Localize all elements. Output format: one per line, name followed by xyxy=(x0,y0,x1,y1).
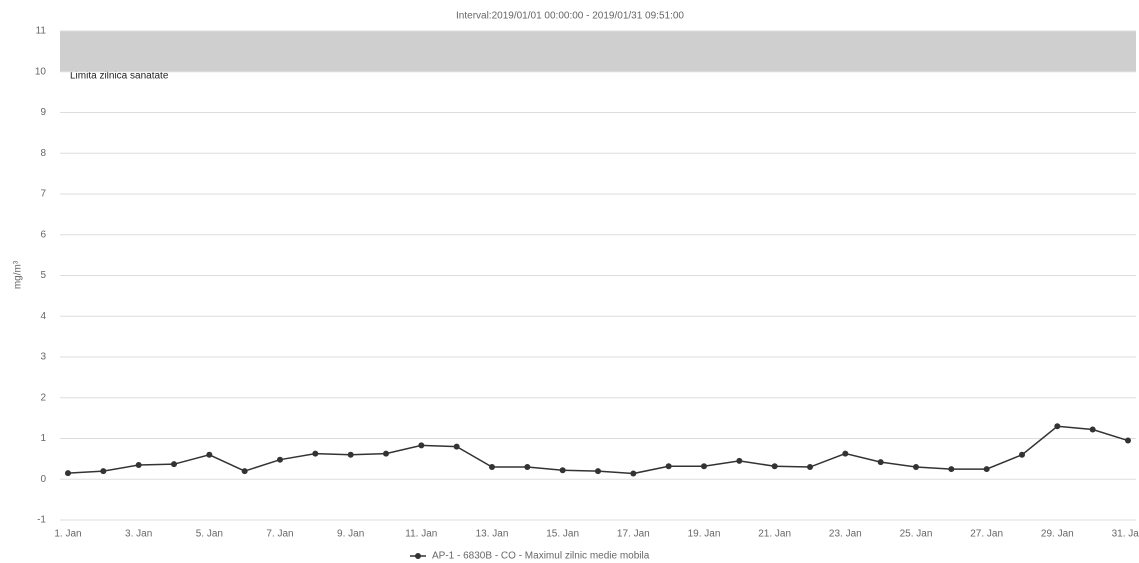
point xyxy=(65,470,71,477)
point xyxy=(524,464,531,471)
x-tick-label: 7. Jan xyxy=(266,529,293,540)
y-tick-label: -1 xyxy=(37,515,46,526)
x-tick-label: 29. Jan xyxy=(1041,529,1074,540)
point xyxy=(771,463,778,470)
point xyxy=(595,468,601,475)
y-tick-label: 4 xyxy=(40,311,46,322)
y-tick-label: 6 xyxy=(40,229,46,240)
x-tick-label: 19. Jan xyxy=(688,529,721,540)
point xyxy=(418,442,425,449)
legend-marker xyxy=(415,553,421,559)
point xyxy=(277,456,283,463)
point xyxy=(701,463,707,470)
point xyxy=(1125,437,1131,444)
point xyxy=(736,457,743,464)
chart-title: Interval:2019/01/01 00:00:00 - 2019/01/3… xyxy=(456,11,684,22)
point xyxy=(630,470,637,477)
point xyxy=(347,451,354,458)
point xyxy=(206,451,213,458)
legend-label: AP-1 - 6830B - CO - Maximul zilnic medie… xyxy=(432,551,650,562)
y-tick-label: 7 xyxy=(40,189,46,200)
y-tick-label: 8 xyxy=(40,148,46,159)
point xyxy=(1054,423,1061,430)
point xyxy=(383,450,389,457)
y-tick-label: 2 xyxy=(40,392,46,403)
point xyxy=(241,468,248,475)
x-tick-label: 9. Jan xyxy=(337,529,364,540)
point xyxy=(453,443,460,450)
point xyxy=(983,466,990,473)
line xyxy=(67,425,1129,475)
point xyxy=(171,461,177,468)
point xyxy=(1089,426,1096,433)
point xyxy=(913,464,919,471)
point xyxy=(1019,451,1025,458)
y-tick-label: 11 xyxy=(36,26,47,37)
point xyxy=(665,463,672,470)
x-tick-label: 1. Jan xyxy=(54,529,81,540)
y-tick-label: 9 xyxy=(40,107,46,118)
x-tick-label: 3. Jan xyxy=(125,529,152,540)
x-tick-label: 31. Jan xyxy=(1112,529,1139,540)
point xyxy=(877,459,884,466)
point xyxy=(948,466,955,473)
x-tick-label: 27. Jan xyxy=(970,529,1003,540)
x-tick-label: 25. Jan xyxy=(900,529,933,540)
y-tick-label: 5 xyxy=(40,270,46,281)
y-tick-label: 3 xyxy=(40,352,46,363)
y-axis-label: mg/m³ xyxy=(13,260,24,289)
x-tick-label: 21. Jan xyxy=(758,529,791,540)
point xyxy=(559,467,566,474)
point xyxy=(489,464,495,471)
x-tick-label: 11. Jan xyxy=(405,529,437,540)
point xyxy=(135,461,142,468)
point xyxy=(312,450,319,457)
x-tick-label: 17. Jan xyxy=(617,529,650,540)
point xyxy=(100,468,107,475)
plot-band xyxy=(60,31,1136,72)
point xyxy=(807,464,813,471)
y-tick-label: 10 xyxy=(35,66,47,77)
x-tick-label: 5. Jan xyxy=(196,529,223,540)
plot-band-label: Limita zilnica sanatate xyxy=(70,70,169,81)
x-tick-label: 23. Jan xyxy=(829,529,862,540)
y-tick-label: 1 xyxy=(40,433,46,444)
x-tick-label: 13. Jan xyxy=(476,529,509,540)
point xyxy=(842,450,849,457)
y-tick-label: 0 xyxy=(40,474,46,485)
x-tick-label: 15. Jan xyxy=(546,529,579,540)
